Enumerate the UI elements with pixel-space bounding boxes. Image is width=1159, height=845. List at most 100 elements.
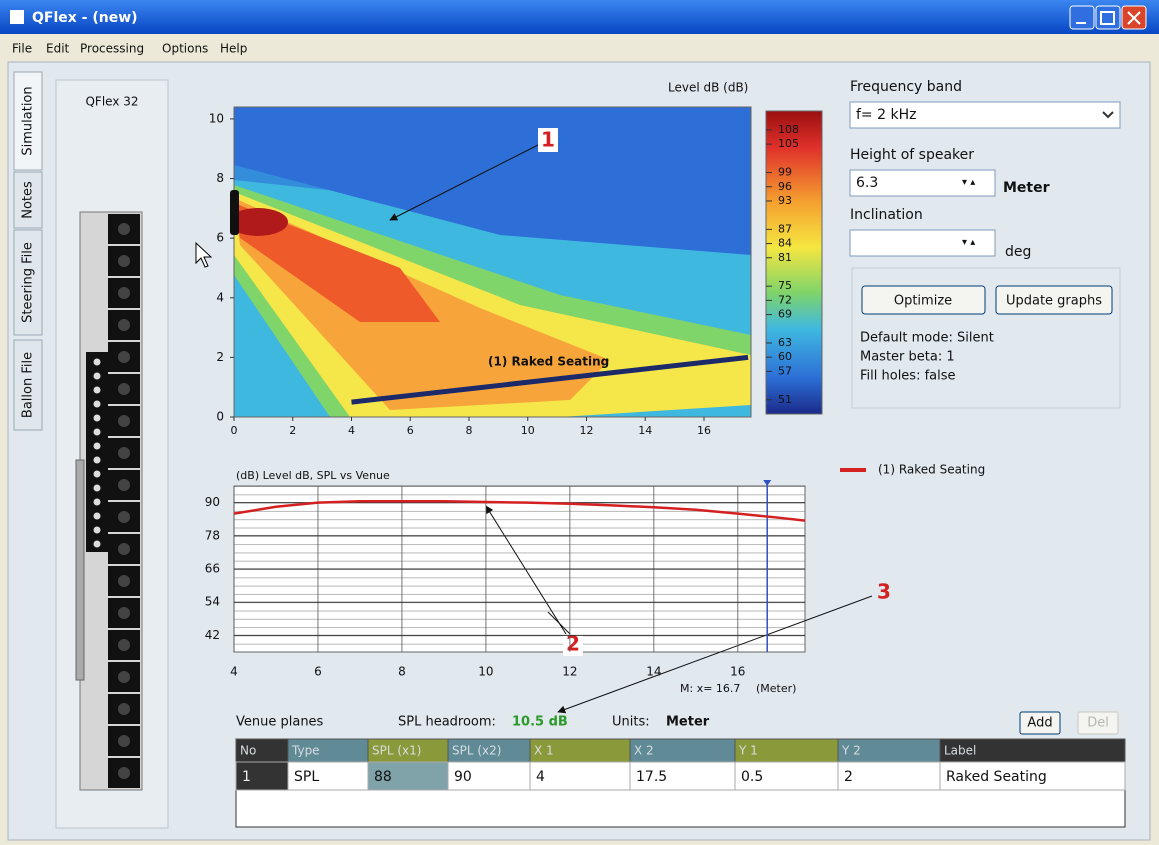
table-cell[interactable] (447, 761, 531, 791)
colorbar-label: 87 (778, 222, 792, 235)
heatmap-field (234, 107, 751, 417)
horn (93, 372, 101, 380)
colorbar-label: 69 (778, 308, 792, 321)
del-button[interactable] (1077, 711, 1119, 735)
table-cell[interactable] (837, 761, 941, 791)
menu-item[interactable]: Edit (46, 42, 70, 56)
table-cell[interactable] (629, 761, 736, 791)
info-line: Default mode: Silent (860, 331, 994, 346)
colorbar-label: 81 (778, 251, 792, 264)
x-tick-label: 14 (646, 665, 661, 679)
window-button-icons (1076, 11, 1141, 25)
maximize-button[interactable] (1095, 5, 1121, 30)
header-label: SPL (x2) (452, 744, 501, 758)
legend-label: (1) Raked Seating (878, 463, 985, 477)
tab[interactable] (13, 229, 43, 336)
spin-buttons[interactable]: ▾ ▴ (962, 177, 975, 188)
x-tick-label: 10 (521, 424, 535, 437)
driver-cone (118, 479, 130, 491)
dropdown-arrow (1102, 111, 1114, 119)
cell-text: 2 (844, 769, 853, 785)
driver-cone (118, 383, 130, 395)
driver-cone (118, 671, 130, 683)
app-icon (10, 10, 24, 24)
headroom-label: SPL headroom: (398, 715, 496, 730)
x-tick-label: 8 (398, 665, 406, 679)
callout-arrow (557, 595, 873, 714)
driver-cone (118, 543, 130, 555)
tab[interactable] (13, 339, 43, 431)
driver-cone (118, 255, 130, 267)
y-tick-label: 6 (216, 231, 224, 245)
horn (93, 442, 101, 450)
linechart-title: (dB) Level dB, SPL vs Venue (236, 469, 390, 482)
cell-text: 1 (242, 769, 251, 785)
menu-item[interactable]: File (12, 42, 32, 56)
button-label: Del (1087, 716, 1109, 731)
driver-cone (118, 511, 130, 523)
callout-number: 3 (877, 580, 891, 604)
colorbar-label: 63 (778, 336, 792, 349)
add-button[interactable] (1019, 711, 1061, 735)
x-tick-label: 0 (231, 424, 238, 437)
y-tick-label: 10 (209, 111, 224, 125)
horn (93, 358, 101, 366)
x-tick-label: 8 (466, 424, 473, 437)
marker-label: M: x= 16.7 (680, 682, 740, 695)
height-value: 6.3 (856, 175, 878, 191)
x-tick-label: 4 (230, 665, 238, 679)
inclination-label: Inclination (850, 207, 923, 223)
x-tick-label: 12 (562, 665, 577, 679)
inclination-input[interactable] (849, 229, 996, 257)
horn (93, 414, 101, 422)
callout-arrow (547, 611, 571, 635)
x-tick-label: 4 (348, 424, 355, 437)
cell-text: 17.5 (636, 769, 667, 785)
spin-buttons[interactable]: ▾ ▴ (962, 237, 975, 248)
tab-label: Steering File (21, 242, 36, 323)
y-tick-label: 42 (205, 628, 220, 642)
tab[interactable] (13, 71, 43, 171)
menu-item[interactable]: Options (162, 42, 208, 56)
horn (93, 470, 101, 478)
table-cell[interactable] (287, 761, 369, 791)
header-label: X 2 (634, 744, 654, 758)
driver-cone (118, 703, 130, 715)
height-unit: Meter (1003, 180, 1050, 196)
horn-block (86, 352, 108, 552)
colorbar-label: 51 (778, 393, 792, 406)
menu-item[interactable]: Processing (80, 42, 144, 56)
update-graphs-button[interactable] (995, 285, 1113, 315)
venue-label: Venue planes (236, 715, 324, 730)
driver-cone (118, 447, 130, 459)
driver-cone (118, 319, 130, 331)
button-label: Optimize (894, 294, 952, 309)
height-input[interactable] (849, 169, 996, 197)
tab[interactable] (13, 171, 43, 229)
series-line (233, 499, 806, 522)
table-cell[interactable] (529, 761, 631, 791)
driver-cone (118, 287, 130, 299)
speaker-marker (230, 190, 239, 235)
minimize-button[interactable] (1069, 5, 1095, 30)
callout-arrow (389, 144, 539, 221)
driver-cone (118, 415, 130, 427)
menu-item[interactable]: Help (220, 42, 247, 56)
tab-label: Ballon File (21, 352, 36, 418)
table-cell[interactable] (367, 761, 449, 791)
x-unit: (Meter) (756, 682, 796, 695)
menu-bar (0, 34, 1159, 60)
y-tick-label: 78 (205, 528, 220, 542)
optimize-button[interactable] (861, 285, 986, 315)
x-tick-label: 14 (638, 424, 652, 437)
title-bar (0, 0, 1159, 34)
frequency-select[interactable] (849, 101, 1121, 129)
units-label: Units: (612, 715, 650, 730)
x-tick-label: 2 (289, 424, 296, 437)
heatmap-region (234, 203, 440, 322)
marker-head (763, 480, 772, 486)
colorbar-label: 84 (778, 237, 792, 250)
table-cell[interactable] (939, 761, 1126, 791)
heatmap-region (234, 208, 288, 236)
